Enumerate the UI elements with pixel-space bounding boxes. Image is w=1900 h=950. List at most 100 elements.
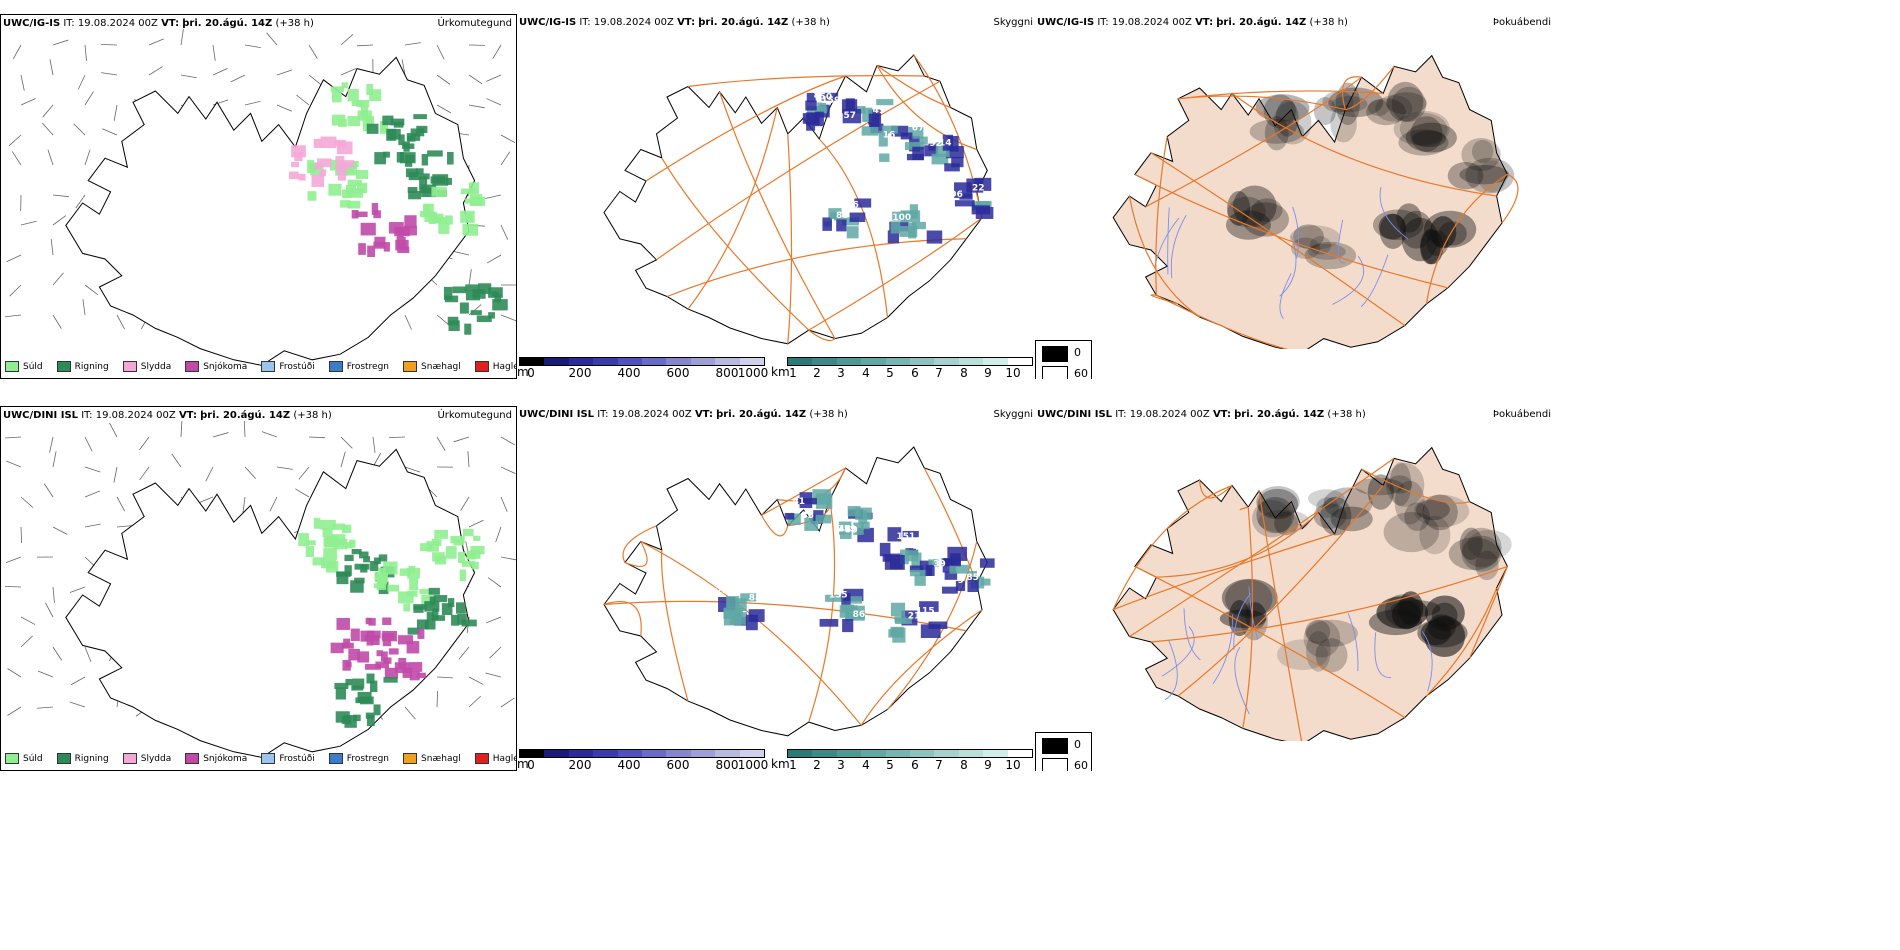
precip-cell [465,284,480,291]
fog-patch [1293,224,1324,249]
legend-swatch [185,753,200,764]
legend-swatch [261,361,276,372]
road-segment [860,609,983,726]
ceiling-cell [890,626,904,637]
panel-header: UWC/DINI ISL IT: 19.08.2024 00Z VT: þri.… [1037,409,1366,420]
wind-barb [180,29,184,46]
ceiling-cell [745,614,758,631]
precip-cell [350,580,364,593]
wind-barb [52,215,67,226]
precip-cell [432,552,445,562]
road-segment [1258,490,1303,741]
wind-barb [436,74,451,85]
fog-patch [1423,210,1477,248]
fog-patch [1461,535,1502,572]
road-segment [1177,485,1384,697]
ceiling-cell [854,198,872,208]
ceiling-cell [860,521,870,530]
fog-patch [1227,196,1266,228]
ceiling-value-label: 68 [863,95,876,105]
road-segment [645,75,846,182]
wind-barb [52,646,63,661]
wind-barb [52,451,57,468]
precip-cell [415,168,424,174]
wind-barb [436,44,445,60]
ceiling-cell [944,571,958,580]
legend-label: 0 [1074,738,1081,751]
precip-cell [424,620,436,630]
wind-barb [266,32,278,46]
fog-legend: 0 60 [1035,732,1092,771]
precip-cell [457,613,467,625]
wind-barb [468,695,482,708]
ceiling-value-label: 92 [929,139,942,149]
precip-cell [347,200,361,209]
precip-cell [430,176,446,184]
ceiling-cell [904,142,924,150]
ceiling-value-label: 96 [950,190,963,200]
ceiling-cell [821,92,839,101]
wind-barb [84,523,101,528]
precip-cell [470,545,485,555]
precip-cell [409,662,423,672]
wind-barb [69,701,86,708]
precip-cell [383,242,390,252]
ceiling-visibility-panel-row1: 50 57 67 14 88 100 22 8 49 66 92 96 21 96 159 68 16 UWC/… [517,14,1035,379]
fog-patch [1255,94,1310,122]
precip-cell [407,567,420,579]
wind-barb [340,68,356,76]
ceiling-value-label: 88 [749,594,762,604]
ceiling-cell [924,145,939,157]
ceiling-value-label: 62 [915,536,928,546]
wind-barb [8,134,22,146]
ceiling-cell [846,226,859,239]
ceiling-cell [879,542,891,557]
fog-patch [1245,602,1267,630]
wind-barb [486,98,502,106]
road-segment [1150,565,1508,643]
wind-barb [486,74,502,82]
ceiling-value-label: 93 [929,553,942,563]
ceiling-cell [868,113,880,128]
road-network [1128,66,1519,349]
road-segment [687,75,925,88]
ceiling-scale-cells [519,749,765,758]
precip-cell [423,204,430,218]
precip-cell [447,151,454,165]
ceiling-cell [959,193,973,200]
precip-cell [320,519,336,530]
precip-cell [409,671,420,681]
ceiling-value-label: 57 [843,111,856,121]
precip-cell [432,608,439,620]
legend-item: Frostúði [261,361,315,372]
road-segment [1155,136,1168,296]
wind-barb [404,42,421,46]
precip-cell [387,584,400,592]
panel-title-visibility: Skyggni [993,17,1033,28]
precip-cell [329,159,340,171]
wind-barb [242,496,246,513]
precip-cell [417,672,426,679]
wind-barb [460,496,470,511]
precip-cell [428,587,440,595]
wind-barb [468,104,485,109]
road-segment [1156,511,1319,578]
wind-barb [404,466,421,473]
wind-barb [372,436,376,453]
precip-cell [323,548,338,561]
wind-barb [492,44,502,59]
ceiling-cell [954,200,975,207]
wind-barb [37,706,54,709]
wind-barb [116,525,133,528]
precip-cell [378,567,386,576]
ceiling-value-label: 22 [972,184,985,194]
panel-title-visibility: Skyggni [993,409,1033,420]
ceiling-scale-ticks: 0 200 400 600 800 1000 [519,758,768,771]
river-segment [1212,614,1233,684]
precip-cell [413,604,427,610]
wind-barb [49,436,54,453]
fog-patch [1467,529,1512,560]
river-segment [1332,255,1365,305]
ceiling-value-label: 41 [792,497,805,507]
ceiling-cell [842,108,862,124]
